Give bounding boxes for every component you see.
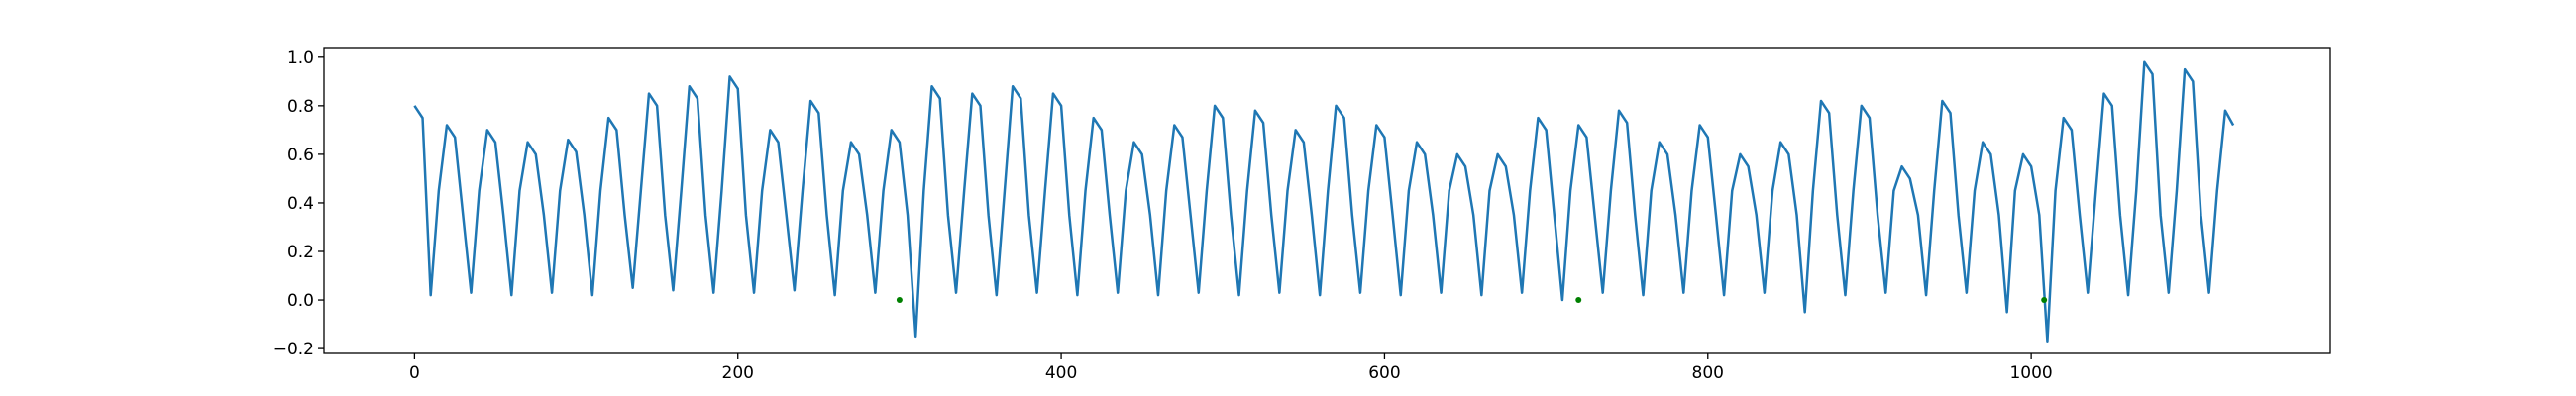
y-tick-label: 0.4 — [287, 194, 314, 214]
x-tick-label: 0 — [409, 363, 420, 383]
y-tick-label: −0.2 — [273, 340, 314, 359]
x-tick-label: 200 — [722, 363, 754, 383]
y-tick-label: 0.2 — [287, 243, 314, 262]
x-tick-label: 400 — [1045, 363, 1077, 383]
marker — [2041, 297, 2048, 304]
marker — [896, 297, 903, 304]
y-tick-label: 1.0 — [287, 49, 314, 68]
x-tick-label: 600 — [1368, 363, 1400, 383]
y-tick-label: 0.8 — [287, 97, 314, 117]
x-tick-label: 800 — [1692, 363, 1724, 383]
y-tick-label: 0.0 — [287, 291, 314, 311]
x-tick-label: 1000 — [2009, 363, 2052, 383]
plot-frame — [323, 47, 2331, 354]
data-line — [413, 60, 2235, 343]
y-tick-label: 0.6 — [287, 146, 314, 165]
marker — [1575, 297, 1582, 304]
